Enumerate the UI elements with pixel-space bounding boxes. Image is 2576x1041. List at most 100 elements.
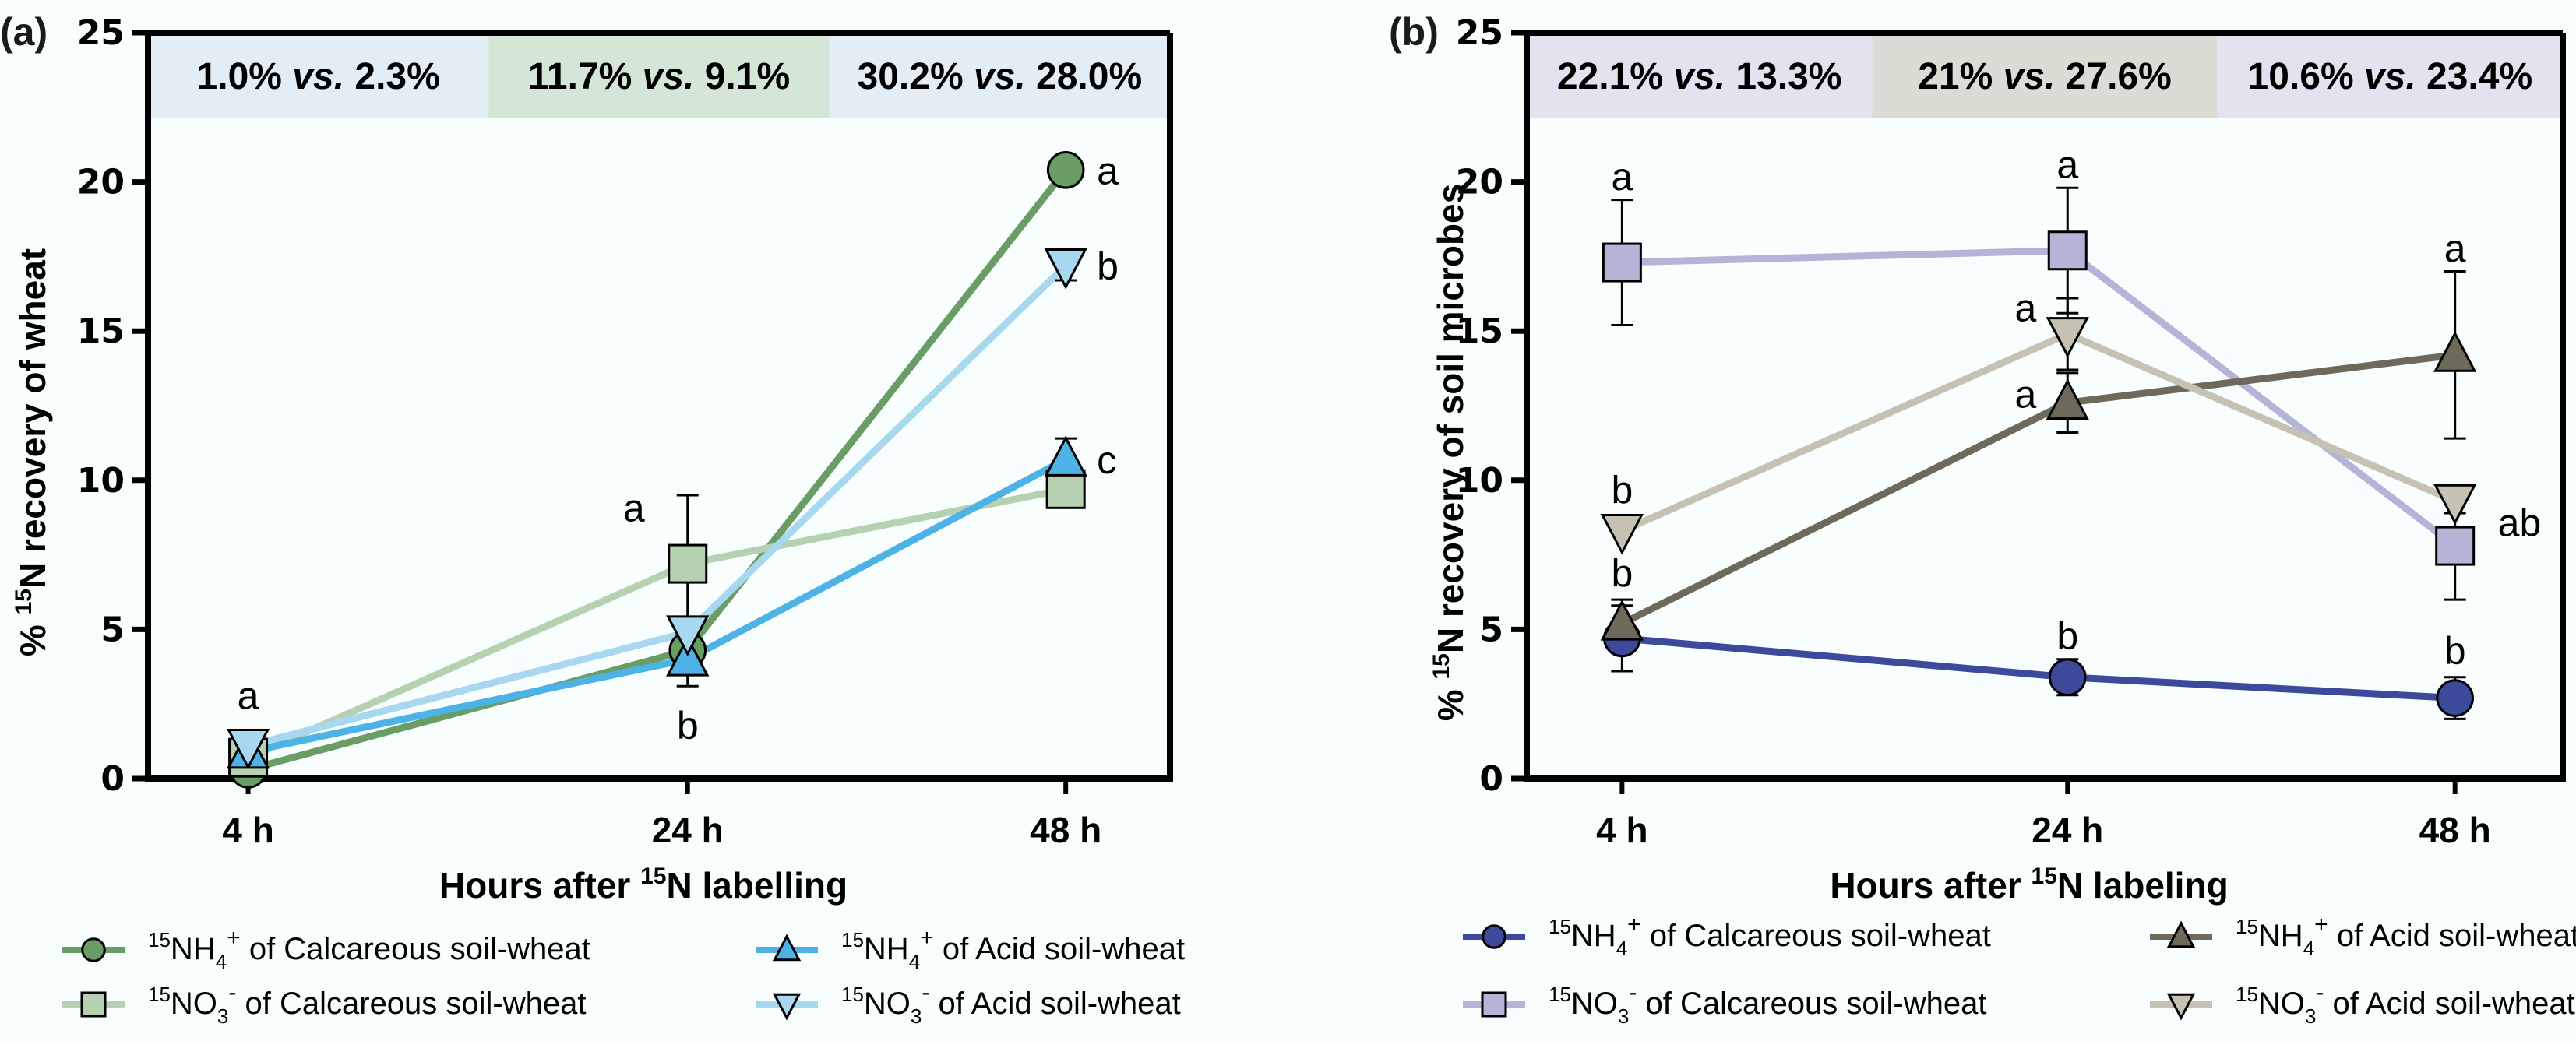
legend-charge: + xyxy=(1627,912,1641,937)
legend-ion: NH xyxy=(2258,919,2303,953)
y-tick-label: 20 xyxy=(77,163,125,202)
significance-label: ab xyxy=(2498,501,2542,544)
y-tick-label: 10 xyxy=(1456,461,1503,501)
significance-label: a xyxy=(2014,373,2036,417)
significance-label: c xyxy=(1097,438,1116,482)
legend-label: 15NH4+ of Calcareous soil-wheat xyxy=(1549,912,1991,960)
data-point-triangle-up xyxy=(666,635,710,677)
y-tick-label: 0 xyxy=(1479,759,1503,799)
significance-label: a xyxy=(2014,287,2036,330)
legend-charge: - xyxy=(228,979,236,1005)
x-axis-title-sup: 15 xyxy=(640,863,666,889)
legend-sub: 4 xyxy=(1616,937,1627,960)
legend-marker-triangle-up xyxy=(2166,920,2196,948)
series-line-0 xyxy=(1621,635,2455,702)
banner-value-b: 9.1% xyxy=(694,56,790,97)
banner-text: 10.6% vs. 23.4% xyxy=(2248,56,2533,97)
legend-sup: 15 xyxy=(841,928,864,951)
data-point-circle xyxy=(1046,150,1085,189)
panel-label: (b) xyxy=(1389,10,1439,54)
legend-suffix: of Calcareous soil-wheat xyxy=(241,932,590,966)
data-point-triangle-down xyxy=(1044,248,1087,290)
legend-charge: - xyxy=(2316,979,2324,1005)
x-axis-title-post: N labelling xyxy=(666,865,848,906)
legend-marker-square xyxy=(80,991,107,1018)
significance-label: a xyxy=(2056,143,2078,187)
legend-sub: 3 xyxy=(1618,1004,1629,1028)
banner-value-a: 1.0% xyxy=(197,56,293,97)
series-line-2 xyxy=(1620,351,2456,627)
series-line-3 xyxy=(1620,330,2457,535)
legend-item: 15NO3- of Acid soil-wheat xyxy=(2150,979,2575,1028)
legend-sub: 4 xyxy=(216,950,227,973)
legend-item: 15NO3- of Acid soil-wheat xyxy=(756,979,1181,1028)
legend-sup: 15 xyxy=(148,983,171,1006)
legend-marker-circle xyxy=(81,937,106,962)
data-point-triangle-up xyxy=(2433,331,2477,372)
legend-sup: 15 xyxy=(1549,915,1571,938)
legend-charge: + xyxy=(2314,912,2328,937)
legend-suffix: of Calcareous soil-wheat xyxy=(236,986,586,1021)
series-line-0 xyxy=(247,167,1069,773)
banner-text: 22.1% vs. 13.3% xyxy=(1557,56,1842,97)
banner-vs: vs. xyxy=(2364,56,2416,97)
banner-vs: vs. xyxy=(974,56,1026,97)
y-axis-title-sup: 15 xyxy=(11,589,37,614)
banner-value-b: 27.6% xyxy=(2055,56,2171,97)
legend-charge: - xyxy=(922,979,929,1005)
banner-vs: vs. xyxy=(292,56,344,97)
banner-text: 30.2% vs. 28.0% xyxy=(858,56,1143,97)
series-line-3 xyxy=(247,262,1069,750)
data-point-square xyxy=(668,543,708,584)
x-axis-title: Hours after 15N labelling xyxy=(439,863,848,906)
legend-marker-circle xyxy=(1482,924,1506,949)
banner-value-b: 23.4% xyxy=(2416,56,2532,97)
data-point-square xyxy=(2435,526,2476,566)
legend-item: 15NO3- of Calcareous soil-wheat xyxy=(1463,979,1987,1028)
legend-item: 15NH4+ of Acid soil-wheat xyxy=(756,925,1185,973)
banner-text: 11.7% vs. 9.1% xyxy=(528,56,790,97)
y-tick-label: 15 xyxy=(77,311,125,351)
y-tick-label: 25 xyxy=(77,13,125,53)
data-point-circle xyxy=(2048,658,2087,697)
banner-segment xyxy=(1872,33,2218,118)
legend-suffix: of Acid soil-wheat xyxy=(2328,919,2576,953)
legend-label: 15NH4+ of Acid soil-wheat xyxy=(841,925,1185,973)
banner-segment xyxy=(829,33,1170,118)
legend-sup: 15 xyxy=(1549,983,1571,1006)
legend-ion: NH xyxy=(1571,919,1616,953)
banner-vs: vs. xyxy=(1673,56,1725,97)
x-axis-title: Hours after 15N labeling xyxy=(1830,863,2228,906)
legend-marker-triangle-down xyxy=(2166,993,2196,1021)
y-axis-title: % 15N recovery of wheat xyxy=(11,248,53,656)
legend-marker-triangle-down xyxy=(772,993,802,1021)
x-tick-label: 24 h xyxy=(652,810,724,850)
data-point-triangle-up xyxy=(2046,378,2089,420)
y-tick-label: 0 xyxy=(100,759,125,799)
legend-sup: 15 xyxy=(2236,983,2258,1006)
legend-ion: NH xyxy=(171,932,216,966)
data-point-triangle-down xyxy=(1600,514,1644,555)
x-tick-label: 4 h xyxy=(222,810,273,850)
y-axis-title-pre: % xyxy=(1430,680,1471,722)
legend-sup: 15 xyxy=(148,928,171,951)
legend-item: 15NH4+ of Calcareous soil-wheat xyxy=(1463,912,1991,960)
legend-item: 15NH4+ of Calcareous soil-wheat xyxy=(62,925,590,973)
legend-label: 15NO3- of Calcareous soil-wheat xyxy=(148,979,587,1028)
legend-label: 15NH4+ of Acid soil-wheat xyxy=(2236,912,2576,960)
banner-value-a: 22.1% xyxy=(1557,56,1673,97)
banner-segment xyxy=(2217,33,2563,118)
y-tick-label: 5 xyxy=(100,610,125,649)
banner-vs: vs. xyxy=(2003,56,2056,97)
significance-label: b xyxy=(1097,244,1119,288)
legend-ion: NH xyxy=(864,932,909,966)
banner-value-b: 13.3% xyxy=(1725,56,1841,97)
legend-item: 15NH4+ of Acid soil-wheat xyxy=(2150,912,2576,960)
significance-label: a xyxy=(623,486,645,529)
banner-value-a: 30.2% xyxy=(858,56,974,97)
legend-marker-square xyxy=(1481,991,1507,1018)
data-point-triangle-up xyxy=(1600,599,1644,641)
legend-ion: NO xyxy=(864,986,911,1021)
x-tick-label: 48 h xyxy=(2419,810,2491,850)
